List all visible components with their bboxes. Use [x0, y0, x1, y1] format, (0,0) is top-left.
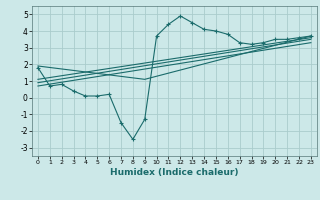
- X-axis label: Humidex (Indice chaleur): Humidex (Indice chaleur): [110, 168, 239, 177]
